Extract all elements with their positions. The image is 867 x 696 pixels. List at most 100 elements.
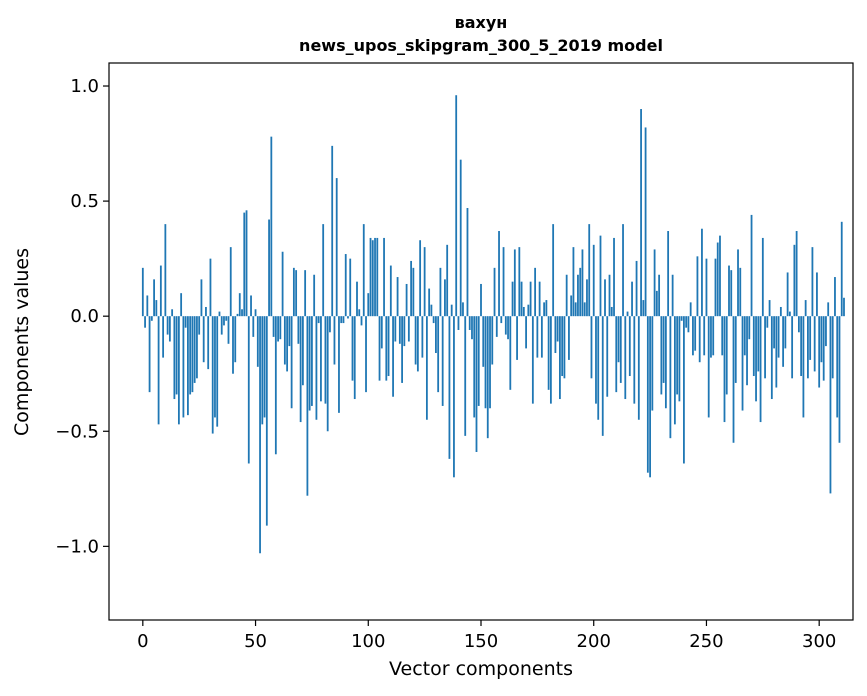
bar-111 (392, 316, 394, 397)
bar-153 (486, 316, 489, 439)
bar-65 (288, 316, 291, 347)
bar-177 (540, 316, 543, 358)
bar-114 (398, 316, 401, 344)
bar-289 (793, 244, 796, 317)
bar-115 (401, 316, 403, 383)
bar-83 (329, 316, 331, 333)
bar-260 (728, 265, 730, 317)
bar-127 (428, 288, 431, 317)
bar-197 (586, 279, 588, 317)
bar-116 (403, 316, 406, 347)
bar-239 (680, 316, 683, 321)
bar-250 (705, 258, 708, 317)
bar-162 (507, 316, 509, 340)
bar-73 (306, 316, 309, 496)
bar-226 (651, 316, 654, 411)
bar-201 (595, 316, 597, 404)
bar-203 (599, 235, 602, 317)
bar-58 (272, 316, 275, 337)
bar-74 (308, 316, 311, 411)
bar-251 (707, 316, 710, 418)
bar-120 (412, 267, 415, 317)
bar-59 (274, 316, 277, 455)
bar-275 (761, 237, 764, 317)
bar-123 (419, 240, 422, 317)
y-tick-label-4: 1.0 (70, 76, 99, 97)
bar-205 (604, 279, 606, 317)
bar-167 (518, 247, 521, 317)
bar-5 (153, 279, 155, 317)
bar-236 (673, 316, 676, 425)
bar-253 (712, 316, 715, 356)
bar-306 (831, 316, 834, 379)
bar-129 (432, 316, 435, 324)
bar-32 (214, 316, 216, 418)
bar-48 (250, 295, 252, 317)
bar-282 (777, 316, 780, 358)
bar-172 (529, 281, 532, 317)
bar-71 (301, 316, 304, 386)
bar-20 (187, 316, 189, 416)
bar-93 (351, 316, 354, 381)
bar-303 (825, 316, 827, 347)
bar-113 (396, 277, 399, 317)
bar-69 (297, 316, 300, 344)
bar-84 (331, 145, 334, 317)
bar-9 (162, 316, 165, 358)
bar-296 (809, 316, 812, 360)
bar-51 (256, 316, 259, 367)
chart-title: вахун (454, 13, 508, 32)
bar-270 (750, 214, 753, 317)
bar-217 (631, 281, 633, 317)
bar-212 (619, 316, 622, 383)
bar-233 (667, 231, 670, 317)
bar-242 (687, 316, 690, 333)
bar-87 (338, 316, 340, 413)
bar-117 (405, 283, 408, 317)
bar-104 (376, 237, 379, 317)
x-tick-label-200: 200 (577, 631, 611, 652)
bar-283 (779, 306, 782, 317)
bar-40 (232, 316, 234, 374)
bar-240 (683, 316, 685, 464)
bar-274 (759, 316, 762, 423)
y-tick-label-1: −0.5 (55, 421, 99, 442)
bar-138 (453, 316, 455, 478)
bar-96 (358, 309, 361, 317)
bar-90 (344, 254, 347, 317)
bar-198 (588, 224, 591, 317)
bar-37 (225, 316, 228, 321)
bar-136 (448, 316, 451, 459)
bar-281 (775, 316, 778, 388)
bar-33 (216, 316, 219, 427)
bar-265 (739, 267, 742, 317)
bar-66 (290, 316, 293, 409)
bar-305 (829, 316, 832, 494)
y-tick-label-2: 0.0 (70, 306, 99, 327)
bar-227 (653, 249, 656, 317)
bar-181 (549, 316, 552, 404)
bar-63 (283, 316, 286, 365)
bar-255 (716, 242, 719, 317)
bar-6 (155, 300, 158, 317)
bar-207 (608, 274, 611, 317)
bar-299 (816, 272, 818, 317)
bar-221 (640, 109, 642, 317)
bar-101 (369, 237, 372, 317)
bar-216 (628, 316, 631, 377)
bar-196 (583, 302, 586, 317)
bar-220 (637, 316, 640, 420)
bar-301 (820, 316, 823, 363)
x-tick-label-250: 250 (689, 631, 723, 652)
bar-186 (561, 316, 564, 377)
bar-103 (374, 237, 376, 317)
bar-280 (773, 316, 775, 349)
y-tick-label-0: −1.0 (55, 536, 99, 557)
y-tick-label-3: 0.5 (70, 191, 99, 212)
bar-262 (732, 316, 735, 443)
bar-7 (157, 316, 160, 425)
bar-176 (538, 281, 541, 317)
bar-14 (173, 316, 176, 400)
bar-174 (534, 267, 537, 317)
bar-156 (493, 267, 496, 317)
